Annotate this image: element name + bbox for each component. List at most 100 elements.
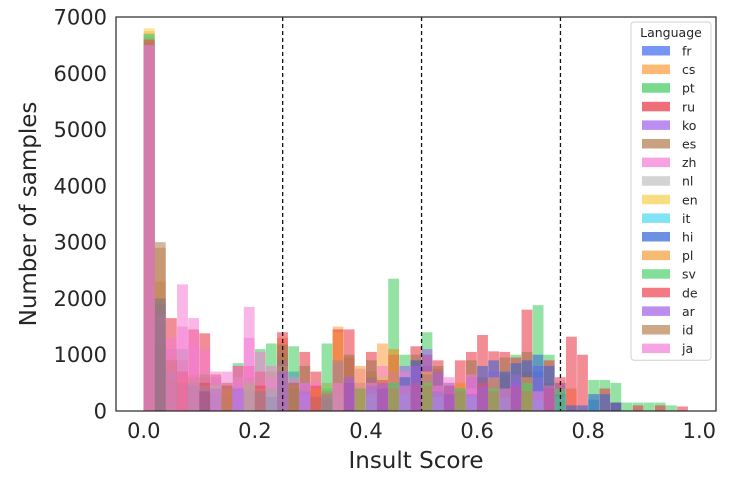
legend-label: ru: [682, 99, 695, 114]
bar: [443, 385, 455, 411]
bar: [577, 405, 588, 411]
bar: [610, 402, 622, 411]
legend-swatch: [642, 120, 670, 130]
bar: [543, 385, 555, 411]
bar: [410, 365, 422, 411]
bar: [566, 405, 577, 411]
bar: [532, 354, 544, 411]
bar: [166, 349, 177, 411]
legend-swatch: [642, 139, 670, 149]
bar: [177, 326, 188, 411]
bar: [432, 385, 444, 411]
legend-label: de: [682, 285, 698, 300]
bar: [343, 329, 355, 411]
bar: [210, 371, 222, 411]
legend-swatch: [642, 250, 670, 261]
bar: [254, 391, 266, 411]
bar: [466, 388, 477, 411]
y-tick-label: 5000: [54, 118, 107, 142]
histogram-bars: [143, 28, 688, 412]
x-tick-label: 0.2: [238, 419, 271, 443]
legend-swatch: [642, 325, 670, 335]
legend-label: ko: [682, 118, 696, 133]
y-axis-label: Number of samples: [16, 102, 42, 327]
legend-swatch: [642, 83, 670, 93]
x-axis-label: Insult Score: [348, 448, 483, 474]
legend-swatch: [642, 194, 670, 205]
y-tick-label: 7000: [54, 6, 107, 30]
x-tick-label: 0.8: [572, 419, 605, 443]
y-tick-label: 2000: [54, 287, 107, 311]
bar: [477, 385, 488, 411]
legend-label: nl: [682, 174, 693, 189]
legend-swatch: [642, 157, 670, 168]
bar: [488, 391, 500, 411]
legend-label: zh: [682, 155, 696, 170]
legend-label: hi: [682, 230, 693, 245]
bar: [143, 45, 155, 411]
bar: [454, 391, 466, 411]
bar: [566, 336, 577, 411]
bar: [188, 343, 200, 411]
bar: [332, 382, 344, 411]
legend-label: ja: [681, 341, 693, 356]
legend-label: sv: [682, 267, 697, 282]
x-tick-label: 0.0: [127, 419, 160, 443]
plot-frame: [115, 16, 717, 412]
legend-swatch: [642, 232, 670, 242]
legend-swatch: [642, 213, 670, 223]
bar: [588, 394, 600, 411]
legend-swatch: [642, 176, 670, 186]
bar: [532, 391, 544, 411]
bar: [388, 388, 400, 411]
bar: [621, 402, 633, 411]
legend-label: es: [682, 137, 696, 152]
bar: [199, 349, 211, 411]
x-tick-label: 0.6: [460, 419, 493, 443]
bar: [254, 351, 266, 411]
x-tick-label: 1.0: [683, 419, 716, 443]
bar: [499, 388, 511, 411]
y-tick-label: 4000: [54, 174, 107, 198]
bar: [321, 391, 333, 411]
legend-title: Language: [640, 25, 702, 40]
bar: [554, 388, 566, 411]
bar: [399, 385, 411, 411]
bar: [421, 385, 433, 411]
bar: [599, 394, 611, 411]
y-tick-label: 6000: [54, 62, 107, 86]
legend-swatch: [642, 343, 670, 354]
bar: [332, 332, 344, 411]
x-axis-ticks: 0.0 0.2 0.4 0.6 0.8 1.0: [127, 419, 716, 443]
bar: [510, 382, 522, 411]
legend-swatch: [642, 306, 670, 316]
bar: [310, 385, 322, 411]
bar: [377, 382, 388, 411]
legend-label: id: [682, 323, 693, 338]
y-tick-label: 3000: [54, 231, 107, 255]
bar: [299, 382, 311, 411]
legend-label: it: [682, 211, 690, 226]
bar: [232, 377, 244, 411]
bar: [243, 337, 255, 411]
plot-background: [116, 17, 716, 411]
bar: [666, 405, 677, 411]
bar: [199, 382, 211, 411]
bar: [288, 385, 300, 411]
bar: [154, 247, 166, 411]
legend-label: fr: [682, 44, 692, 59]
legend-swatch: [642, 64, 670, 75]
x-tick-label: 0.4: [349, 419, 382, 443]
legend-label: en: [682, 192, 698, 207]
legend-label: pl: [682, 248, 693, 263]
bar: [299, 351, 311, 411]
threshold-lines: [282, 17, 562, 411]
legend-swatch: [642, 269, 670, 279]
legend-label: pt: [682, 81, 695, 96]
bar: [388, 349, 400, 411]
bar: [343, 382, 355, 411]
legend-swatch: [642, 46, 670, 56]
bar: [221, 388, 233, 411]
bar: [266, 377, 277, 411]
